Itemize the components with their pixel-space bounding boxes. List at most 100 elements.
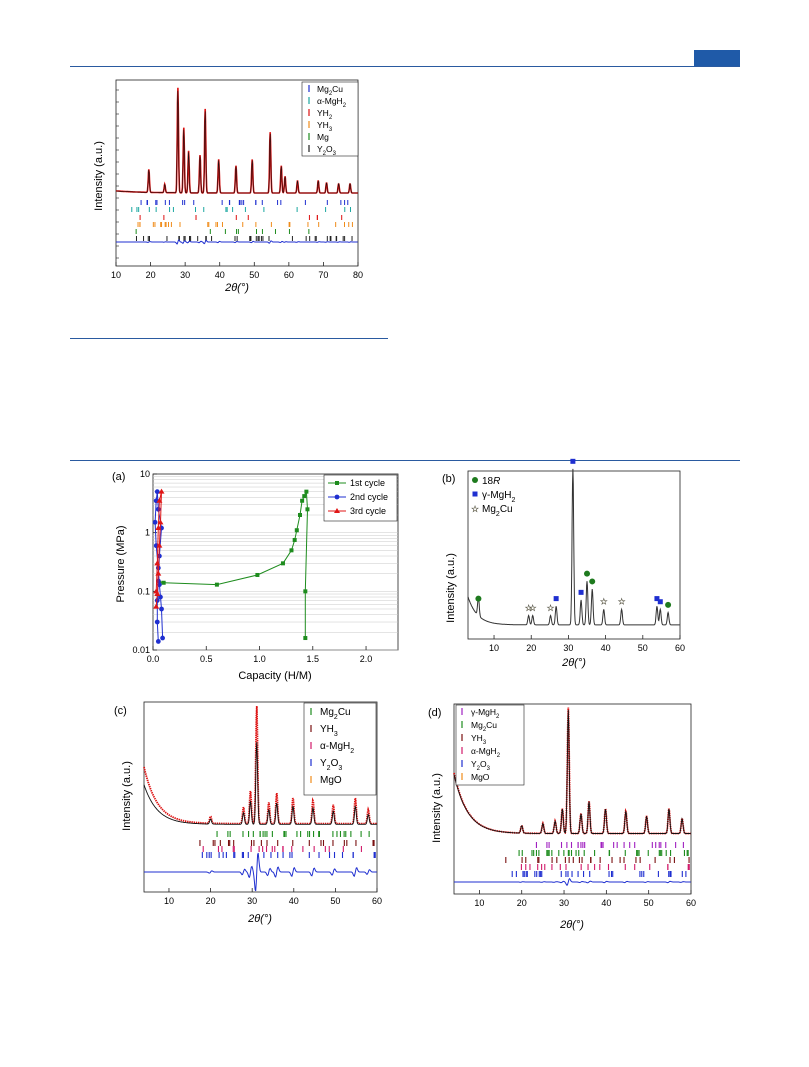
a-point-triangle: [154, 560, 161, 566]
top-legend-entry: Mg2Cu: [317, 84, 343, 97]
top-xtick-label: 20: [146, 270, 156, 280]
d-xlabel: 2θ(°): [559, 919, 584, 931]
b-phase-marker-18r: [584, 570, 591, 577]
a-ytick-label: 1: [145, 528, 150, 538]
d-legend-entry: YH3: [471, 733, 487, 746]
a-point-square: [302, 494, 307, 499]
c-legend-entry: YH3: [320, 724, 338, 738]
a-ylabel: Pressure (MPa): [115, 525, 127, 602]
a-point-circle: [152, 519, 158, 525]
panel-c-label: (c): [114, 705, 127, 717]
a-xlabel: Capacity (H/M): [238, 670, 311, 682]
c-xtick-label: 40: [289, 896, 299, 906]
b-xtick-label: 10: [489, 643, 499, 653]
a-point-triangle: [155, 570, 162, 576]
top-ylabel: Intensity (a.u.): [93, 141, 105, 211]
top-legend-entry: YH2: [317, 108, 332, 121]
a-point-square: [305, 507, 310, 512]
top-xlabel: 2θ(°): [224, 282, 249, 294]
d-legend-entry: α-MgH2: [471, 746, 500, 759]
top-legend-entry: Mg: [317, 132, 329, 142]
a-point-circle: [155, 639, 161, 644]
d-difference-series: [454, 877, 691, 887]
d-legend-entry: Mg2Cu: [471, 720, 497, 733]
section-rule-short: [70, 338, 388, 339]
c-xtick-label: 10: [164, 896, 174, 906]
b-phase-marker-mgh2: [654, 596, 660, 602]
c-legend-entry: α-MgH2: [320, 741, 354, 755]
d-xtick-label: 10: [474, 898, 484, 908]
c-ylabel: Intensity (a.u.): [121, 761, 133, 831]
a-xtick-label: 0.0: [147, 654, 160, 664]
c-legend-entry: Mg2Cu: [320, 707, 351, 721]
a-ytick-label: 0.01: [132, 645, 150, 655]
b-phase-marker-mg2cu: ☆: [600, 597, 608, 607]
top-legend-entry: YH3: [317, 120, 333, 133]
a-legend-marker: [335, 481, 339, 485]
top-legend-box: [301, 81, 359, 157]
top-xtick-label: 50: [249, 270, 259, 280]
b-legend-marker: [472, 491, 478, 497]
b-phase-marker-18r: [589, 578, 596, 585]
a-point-square: [280, 561, 285, 566]
b-phase-marker-mgh2: [578, 589, 584, 595]
b-phase-marker-mg2cu: ☆: [618, 597, 626, 607]
xrd-refinement-d-chart: (d) 10 20 30 40 50 60 Intensity (a.u.) 2θ(°) …: [428, 703, 696, 931]
b-phase-marker-mgh2: [570, 458, 576, 464]
a-point-triangle: [153, 588, 160, 594]
b-xtick-label: 40: [601, 643, 611, 653]
c-legend-entry: Y2O3: [320, 758, 342, 772]
a-point-triangle: [155, 525, 162, 531]
b-legend-marker: ☆: [471, 504, 479, 514]
top-xtick-label: 80: [353, 270, 363, 280]
c-calculated-series: [143, 742, 377, 825]
a-point-triangle: [156, 497, 163, 503]
a-legend-marker: [334, 494, 340, 500]
b-phase-marker-mg2cu: ☆: [525, 603, 533, 613]
b-xtick-label: 30: [563, 643, 573, 653]
b-xtick-label: 60: [675, 643, 685, 653]
c-xtick-label: 60: [372, 896, 382, 906]
d-xtick-label: 50: [644, 898, 654, 908]
a-legend-entry: 2nd cycle: [350, 492, 388, 502]
b-xtick-label: 50: [638, 643, 648, 653]
c-legend-entry: MgO: [320, 775, 342, 786]
top-calculated-series: [116, 90, 358, 194]
a-legend-marker: [334, 508, 340, 513]
d-ylabel: Intensity (a.u.): [431, 773, 443, 843]
a-point-square: [289, 548, 294, 553]
a-xtick-label: 0.5: [200, 654, 213, 664]
panel-b-label: (b): [442, 473, 455, 485]
a-point-square: [298, 513, 302, 518]
b-phase-marker-18r: [475, 595, 482, 602]
a-point-triangle: [156, 542, 163, 548]
b-phase-marker-18r: [665, 601, 672, 608]
top-xtick-label: 10: [111, 270, 121, 280]
top-xtick-label: 40: [215, 270, 225, 280]
b-phase-marker-mgh2: [553, 596, 559, 602]
d-xtick-label: 30: [559, 898, 569, 908]
a-point-square: [161, 580, 166, 585]
top-xtick-label: 30: [180, 270, 190, 280]
b-legend-entry: γ-MgH2: [482, 490, 515, 504]
top-legend-entry: Y2O3: [317, 144, 337, 157]
xrd-pattern-b-chart: (b) 10 20 30 40 50 60 ☆☆ ☆☆ ☆ Intensity (a.u.) …: [442, 458, 685, 669]
b-legend-entry: 18R: [482, 476, 500, 487]
top-legend-entry: α-MgH2: [317, 96, 346, 109]
c-observed-series: [143, 706, 377, 825]
d-legend-entry: γ-MgH2: [471, 707, 499, 720]
pct-isotherm-chart: (a) 0.0 0.5 1.0 1.5 2.0 0.01 0.1 1 10 Pressure …: [112, 469, 399, 682]
b-observed-series: [467, 468, 680, 626]
b-phase-marker-mg2cu: ☆: [547, 603, 555, 613]
c-difference-series: [144, 852, 377, 892]
section-rule-long: [70, 460, 740, 461]
a-point-triangle: [157, 519, 164, 525]
xrd-refinement-chart: 10 20 30 40 50 60 70 80 Intensity (a.u.) 2θ(°) …: [93, 79, 363, 294]
a-point-circle: [159, 606, 164, 612]
a-point-square: [292, 537, 297, 542]
d-legend-box: [455, 704, 525, 786]
d-legend-entry: Y2O3: [471, 759, 491, 772]
a-point-circle: [154, 489, 160, 495]
a-point-circle: [155, 506, 161, 512]
a-legend-entry: 1st cycle: [350, 478, 385, 488]
